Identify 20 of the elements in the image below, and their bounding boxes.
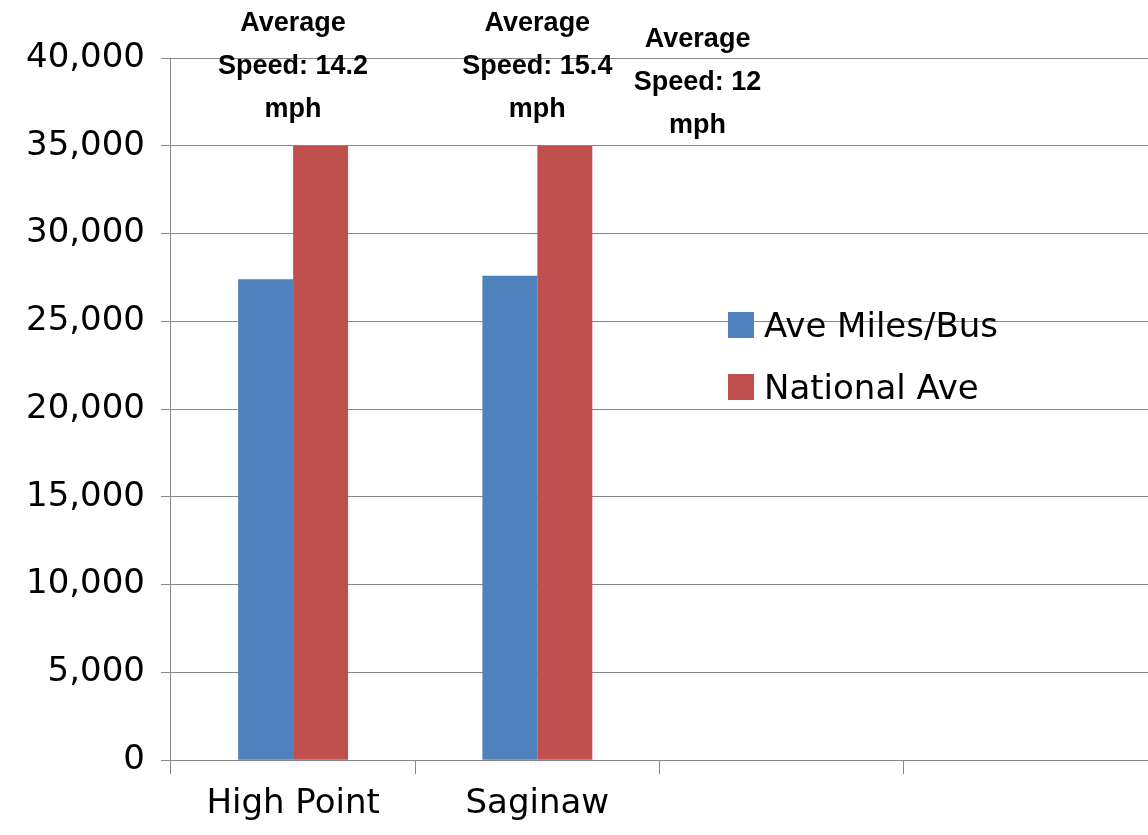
y-tick-label: 30,000 (26, 210, 145, 251)
bar (293, 145, 349, 760)
bar (238, 279, 294, 760)
y-tick-label: 0 (123, 737, 145, 778)
annotation: Average Speed: 14.2 mph (218, 6, 369, 123)
x-tick-label: High Point (206, 781, 380, 822)
annotation: Average Speed: 12 mph (633, 22, 762, 139)
y-tick-label: 15,000 (26, 473, 145, 514)
y-tick-label: 20,000 (26, 385, 145, 426)
y-tick-label: 25,000 (26, 298, 145, 339)
legend-label: National Ave (764, 367, 979, 407)
y-tick-label: 40,000 (26, 34, 145, 75)
x-tick-label: Saginaw (465, 781, 610, 822)
legend-label: Ave Miles/Bus (764, 305, 999, 345)
bar (537, 145, 593, 760)
annotation: Average Speed: 15.4 mph (462, 6, 613, 123)
bar (482, 275, 538, 760)
y-tick-label: 5,000 (47, 649, 145, 690)
y-tick-label: 10,000 (26, 561, 145, 602)
y-tick-label: 35,000 (26, 122, 145, 163)
